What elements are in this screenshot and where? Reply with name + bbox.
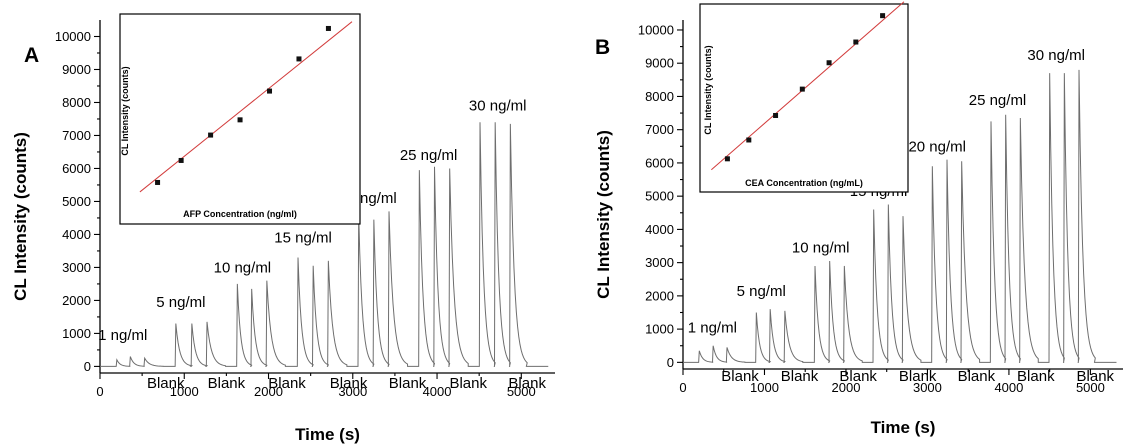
y-tick-label: 3000 [645, 255, 674, 270]
calibration-point [296, 56, 302, 62]
y-tick-label: 5000 [62, 194, 91, 209]
y-tick-label: 4000 [62, 227, 91, 242]
x-tick-label: 4000 [994, 380, 1023, 395]
cl-signal-trace [683, 69, 1117, 363]
concentration-label: 30 ng/ml [469, 98, 527, 115]
x-tick-label: 1000 [170, 384, 199, 399]
concentration-label: 20 ng/ml [908, 138, 966, 155]
concentration-label: 1 ng/ml [98, 327, 147, 344]
x-tick-label: 2000 [832, 380, 861, 395]
x-tick-label: 5000 [1076, 380, 1105, 395]
y-tick-label: 6000 [62, 161, 91, 176]
calibration-point [746, 137, 752, 143]
calibration-point [724, 156, 730, 162]
concentration-label: 25 ng/ml [969, 92, 1027, 109]
concentration-label: 25 ng/ml [400, 147, 458, 164]
x-tick-label: 3000 [913, 380, 942, 395]
panel-label: A [24, 44, 39, 67]
y-axis-title: CL Intensity (counts) [594, 130, 613, 299]
blank-label: Blank [147, 375, 185, 392]
blank-label: Blank [449, 375, 487, 392]
blank-label: Blank [1077, 368, 1115, 385]
y-tick-label: 2000 [62, 293, 91, 308]
y-tick-label: 10000 [55, 29, 91, 44]
calibration-point [799, 86, 805, 92]
blank-label: Blank [389, 375, 427, 392]
concentration-label: 10 ng/ml [792, 240, 850, 257]
blank-label: Blank [839, 368, 877, 385]
x-tick-label: 0 [679, 380, 686, 395]
y-tick-label: 8000 [645, 89, 674, 104]
concentration-label: 1 ng/ml [688, 319, 737, 336]
x-tick-label: 1000 [750, 380, 779, 395]
calibration-point [773, 112, 779, 118]
linear-fit-line [711, 1, 905, 171]
x-tick-label: 2000 [254, 384, 283, 399]
y-tick-label: 7000 [645, 122, 674, 137]
blank-label: Blank [330, 375, 368, 392]
y-tick-label: 2000 [645, 288, 674, 303]
inset-frame [699, 3, 909, 193]
calibration-point [826, 60, 832, 66]
calibration-point [325, 25, 331, 31]
concentration-label: 10 ng/ml [214, 259, 272, 276]
y-tick-label: 8000 [62, 95, 91, 110]
chart-panel-b: B 0 1000 2000 3000 4000 5000 0 1000 2000 3000 4000 5… [594, 1, 1123, 437]
concentration-label: 5 ng/ml [156, 294, 205, 311]
blank-label: Blank [208, 375, 246, 392]
concentration-label: 30 ng/ml [1027, 47, 1085, 64]
calibration-point [267, 88, 273, 94]
cl-signal-trace [100, 122, 549, 367]
y-tick-label: 9000 [645, 56, 674, 71]
y-tick-label: 5000 [645, 189, 674, 204]
calibration-point [237, 117, 243, 123]
y-tick-label: 7000 [62, 128, 91, 143]
x-tick-label: 5000 [507, 384, 536, 399]
calibration-point [178, 157, 184, 163]
blank-label: Blank [899, 368, 937, 385]
x-tick-label: 4000 [423, 384, 452, 399]
blank-label: Blank [721, 368, 759, 385]
y-tick-label: 9000 [62, 62, 91, 77]
x-axis-title: Time (s) [871, 418, 936, 437]
calibration-point [155, 179, 161, 185]
y-tick-label: 10000 [638, 22, 674, 37]
blank-label: Blank [508, 375, 546, 392]
x-tick-label: 0 [96, 384, 103, 399]
y-tick-label: 6000 [645, 155, 674, 170]
linear-fit-line [139, 21, 353, 193]
y-tick-label: 3000 [62, 260, 91, 275]
y-tick-label: 1000 [62, 326, 91, 341]
calibration-inset: AFP Concentration (ng/ml) CL Intensity (c… [119, 13, 361, 225]
concentration-label: 15 ng/ml [274, 230, 332, 247]
inset-x-title: CEA Concentration (ng/mL) [745, 178, 863, 188]
x-tick-label: 3000 [338, 384, 367, 399]
concentration-label: 5 ng/ml [737, 283, 786, 300]
y-tick-label: 0 [84, 359, 91, 374]
y-tick-label: 0 [667, 355, 674, 370]
blank-label: Blank [781, 368, 819, 385]
y-axis-title: CL Intensity (counts) [11, 132, 30, 301]
calibration-point [208, 132, 214, 138]
x-axis-title: Time (s) [295, 425, 360, 444]
inset-y-title: CL Intensity (counts) [703, 45, 713, 134]
blank-label: Blank [1017, 368, 1055, 385]
panel-label: B [595, 36, 610, 59]
inset-x-title: AFP Concentration (ng/ml) [183, 209, 297, 219]
calibration-point [880, 13, 886, 19]
blank-label: Blank [958, 368, 996, 385]
y-tick-label: 1000 [645, 322, 674, 337]
chart-panel-a: A 0 1000 2000 3000 4000 5000 0 1000 2000 3000 4000 5… [11, 13, 555, 444]
y-tick-label: 4000 [645, 222, 674, 237]
calibration-inset: CEA Concentration (ng/mL) CL Intensity (c… [699, 1, 909, 193]
calibration-point [853, 39, 859, 45]
inset-y-title: CL Intensity (counts) [120, 66, 130, 155]
blank-label: Blank [268, 375, 306, 392]
